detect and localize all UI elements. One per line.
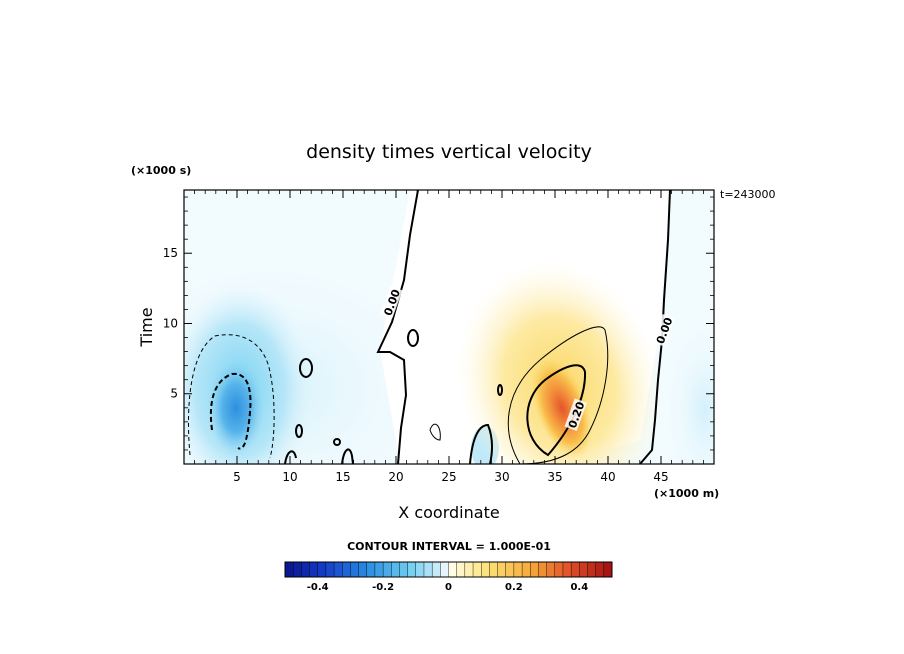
colorbar-bin [497,561,507,578]
y-unit-label: (×1000 s) [131,164,191,177]
chart-title: density times vertical velocity [306,141,592,163]
colorbar-bin [554,561,564,578]
colorbar: -0.4 -0.2 0 0.2 0.4 [284,561,613,593]
y-tick-label: 5 [170,387,178,401]
colorbar-tick-label: 0.2 [505,582,523,593]
contour-label-bg [564,398,587,431]
contour-neg-0.10 [188,334,275,459]
pale-negative-region-right [665,320,714,464]
colorbar-bin [530,561,539,578]
small-contour-3 [497,384,503,396]
colorbar-bin [464,561,474,578]
colorbar-bin [595,561,605,578]
x-tick-label: 25 [441,470,456,484]
small-contour-2 [407,329,419,347]
contour-0.10 [507,326,609,464]
axes: 5 10 15 20 25 30 35 40 45 5 10 15 [163,190,714,484]
small-contour-8 [429,423,441,441]
x-tick-label: 15 [335,470,350,484]
colorbar-bin [358,561,368,578]
colorbar-tick-label: 0.4 [570,582,588,593]
positive-region-core [531,358,593,458]
y-tick-label: 10 [163,316,178,330]
zero-contour-right [639,190,671,464]
colorbar-bin [366,561,376,578]
x-unit-label: (×1000 m) [654,487,719,500]
colorbar-bin [374,561,384,578]
colorbar-bin [309,561,319,578]
contour-label-bg [652,314,675,347]
colorbar-bin [292,561,302,578]
colorbar-bin [513,561,523,578]
x-axis-title: X coordinate [398,503,499,522]
contour-label-bg [380,285,403,319]
colorbar-bin [350,561,359,578]
contour-neg-0.20 [209,372,252,450]
colorbar-bin [399,561,409,578]
x-tick-label: 35 [547,470,562,484]
colorbar-bin [333,561,343,578]
colorbar-tick-label: -0.2 [372,582,394,593]
contour-lines [188,190,671,464]
colorbar-bin [481,561,490,578]
colorbar-bin [391,561,400,578]
negative-region-core [208,360,264,456]
zero-contour-middle [376,190,419,464]
x-tick-label: 10 [282,470,297,484]
colorbar-frame [284,561,613,578]
colorbar-tick-label: 0 [445,582,452,593]
x-tick-label: 40 [600,470,615,484]
small-contour-1 [299,358,313,378]
small-contour-7 [469,423,493,464]
colorbar-bin [423,561,433,578]
small-contour-4 [295,424,303,438]
colorbar-bin [456,561,466,578]
colorbar-bin [431,561,441,578]
colorbar-bin [570,561,580,578]
colorbar-bin [325,561,335,578]
colorbar-bin [301,561,310,578]
small-contour-6 [284,450,297,464]
colorbar-bin [546,561,556,578]
plot-area [184,190,714,464]
colorbar-bin [284,561,294,578]
colorbar-bin [521,561,531,578]
x-tick-label: 5 [233,470,241,484]
x-tick-label: 20 [388,470,403,484]
contour-interval-label: CONTOUR INTERVAL = 1.000E-01 [347,540,551,553]
colorbar-bin [407,561,417,578]
colorbar-bin [448,561,458,578]
colorbar-bin [603,561,613,578]
x-tick-label: 30 [494,470,509,484]
y-axis-title: Time [137,307,156,347]
time-stamp: t=243000 [720,188,776,201]
small-contour-9 [333,438,341,446]
colorbar-bin [342,561,351,578]
colorbar-bin [562,561,572,578]
colorbar-bin [382,561,392,578]
colorbar-bin [317,561,327,578]
colorbar-tick-label: -0.4 [307,582,329,593]
y-tick-label: 15 [163,246,178,260]
colorbar-bin [538,561,547,578]
colorbar-bin [472,561,482,578]
colorbar-bin [415,561,425,578]
colorbar-bin [440,561,449,578]
x-tick-label: 45 [653,470,668,484]
colorbar-bin [579,561,588,578]
colorbar-bin [505,561,515,578]
colorbar-bin [587,561,597,578]
colorbar-bin [489,561,498,578]
